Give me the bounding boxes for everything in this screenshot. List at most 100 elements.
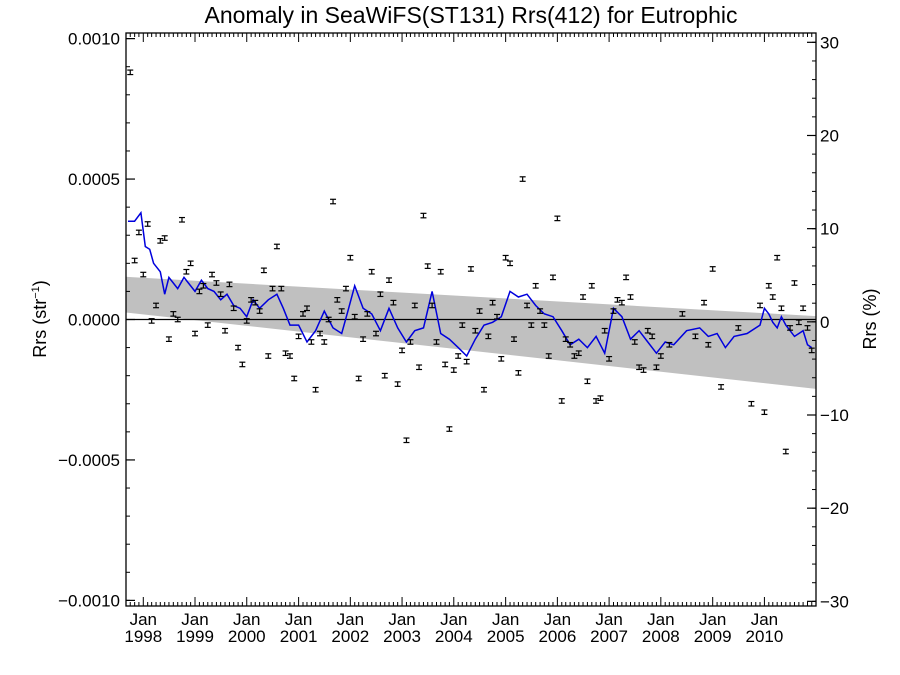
data-point [429,302,436,309]
data-point [170,311,177,317]
data-point [757,302,764,309]
data-point [446,426,453,432]
data-point [467,266,474,272]
data-point [636,364,643,371]
x-tick-label-month: Jan [181,610,208,629]
data-point [601,327,608,334]
data-point [161,235,168,241]
data-point [209,271,216,278]
data-point [239,361,246,368]
x-tick-label-month: Jan [337,610,364,629]
data-point [407,339,414,345]
x-tick-label-month: Jan [699,610,726,629]
x-tick-label-year: 2008 [642,627,680,646]
data-point [808,347,815,354]
x-tick-label-year: 2006 [538,627,576,646]
data-point [765,282,772,289]
data-point [494,313,501,320]
y-tick-label-right: −10 [820,406,849,425]
x-tick-label-month: Jan [440,610,467,629]
data-point [541,322,548,328]
data-point [701,299,708,306]
data-point [157,238,164,244]
data-point [330,198,337,205]
data-point [200,282,207,289]
chart-title: Anomaly in SeaWiFS(ST131) Rrs(412) for E… [204,2,737,28]
data-point [217,291,224,298]
data-point [644,327,651,334]
data-point [235,344,242,351]
data-point [782,448,789,455]
x-tick-label-month: Jan [130,610,157,629]
data-point [502,254,509,261]
data-point [623,274,630,281]
data-point [618,299,625,306]
data-point [256,308,263,314]
data-point [571,353,578,359]
data-point [351,313,358,320]
data-point [213,280,220,286]
data-point [528,322,535,328]
data-point [308,339,315,345]
data-point [476,308,483,314]
data-point [774,254,781,261]
data-point [192,330,199,337]
y-tick-label-right: 20 [820,126,839,145]
data-point [515,370,522,376]
data-point [273,243,280,250]
data-point [183,268,190,275]
data-point [243,318,250,324]
data-point [230,305,237,312]
data-point [545,353,552,359]
x-tick-label-year: 1998 [124,627,162,646]
data-point [778,305,785,312]
data-point [317,330,324,337]
data-point [588,282,595,289]
data-point [709,266,716,272]
data-point [360,336,367,343]
data-point [364,311,371,317]
data-point [368,268,375,275]
data-point [222,327,229,334]
data-point [420,212,427,219]
x-tick-label-year: 2002 [331,627,369,646]
data-point [278,285,285,292]
data-point [472,327,479,334]
data-point [174,316,181,323]
data-point [653,364,660,371]
data-point [666,341,673,348]
data-point [437,268,444,275]
x-tick-label-month: Jan [285,610,312,629]
data-point [705,341,712,348]
data-point [584,378,591,385]
data-point [204,322,211,328]
x-tick-label-year: 2004 [435,627,473,646]
data-point [610,308,617,314]
data-point [459,322,466,328]
data-point [593,398,600,404]
data-point [450,367,457,373]
data-point [321,339,328,345]
x-tick-label-month: Jan [388,610,415,629]
data-point [303,305,310,312]
data-point [355,375,362,382]
data-point [334,296,341,303]
data-point [282,350,289,357]
y-tick-label-left: −0.0005 [58,451,120,470]
x-tick-label-month: Jan [544,610,571,629]
smoothed-series-line [128,210,813,358]
y-axis-label-right: Rrs (%) [860,289,880,350]
data-point [507,260,514,267]
data-point [631,339,638,345]
data-point [312,386,319,393]
data-point [795,319,802,326]
data-point [800,305,807,312]
x-tick-label-year: 2007 [590,627,628,646]
data-point [640,367,647,373]
data-point [178,216,185,223]
data-point [748,400,755,407]
data-point [562,336,569,343]
data-point [399,347,406,354]
y-tick-label-left: 0.0010 [68,30,120,49]
data-point [791,280,798,286]
